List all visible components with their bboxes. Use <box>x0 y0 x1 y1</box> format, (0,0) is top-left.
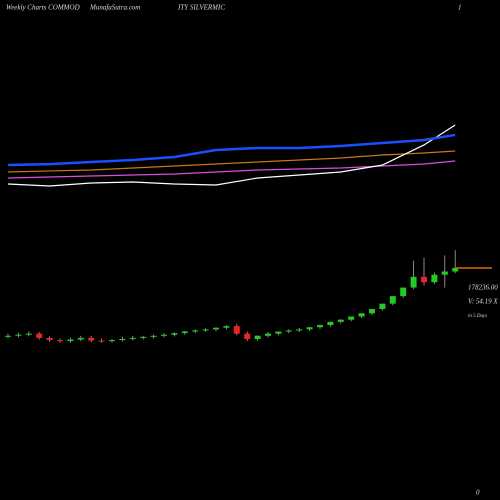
candle-body <box>161 334 167 336</box>
candle-body <box>285 330 292 332</box>
candle-body <box>202 329 209 331</box>
candle-body <box>46 337 53 341</box>
candle-body <box>410 276 417 288</box>
candle-body <box>306 327 313 330</box>
site: MunafaSutra.com <box>89 4 140 12</box>
corner-label: 0 <box>476 489 480 497</box>
candle-body <box>233 326 240 334</box>
candle-body <box>265 333 271 336</box>
candle-body <box>348 316 355 320</box>
candle-body <box>25 333 32 335</box>
candle-body <box>369 309 375 314</box>
candle-body <box>98 340 105 342</box>
candle-body <box>67 339 74 342</box>
candle-body <box>327 321 334 326</box>
candle-body <box>181 331 188 334</box>
candle-body <box>119 339 126 341</box>
candle-body <box>254 335 261 339</box>
candle-body <box>15 334 22 336</box>
candle-body <box>192 330 199 332</box>
period-label: in 5 Days <box>468 314 487 319</box>
candle-body <box>140 336 147 338</box>
candle-body <box>57 340 63 342</box>
candle-body <box>88 337 95 341</box>
indicator-line <box>7 124 456 187</box>
candle-body <box>400 287 407 297</box>
symbol: ITY SILVERMIC <box>177 4 225 12</box>
candle-body <box>379 303 386 309</box>
candle-body <box>317 325 323 328</box>
candle-body <box>452 268 459 272</box>
page-number: 1 <box>458 4 462 12</box>
volume-label: V: 54.19 X <box>468 298 498 306</box>
indicator-line <box>7 133 456 167</box>
candle-body <box>150 335 157 337</box>
candle-body <box>296 329 303 331</box>
indicator-line <box>7 160 456 179</box>
candle-body <box>441 271 448 275</box>
candle-body <box>431 274 438 283</box>
candle-body <box>244 333 251 339</box>
candle-body <box>129 337 136 339</box>
candle-body <box>77 337 84 340</box>
candle-body <box>275 331 282 334</box>
candle-body <box>109 340 115 342</box>
candle-body <box>223 326 230 328</box>
candle-body <box>213 327 219 330</box>
candle-body <box>5 335 11 337</box>
candle-body <box>421 276 427 283</box>
price-label: 178236.00 <box>468 284 498 292</box>
candle-body <box>389 296 396 304</box>
candle-body <box>337 319 344 322</box>
candle-body <box>358 313 365 317</box>
candle-body <box>171 333 178 335</box>
indicator-line <box>7 150 456 173</box>
candle-body <box>36 333 43 338</box>
title: Weekly Charts COMMOD <box>6 4 80 12</box>
